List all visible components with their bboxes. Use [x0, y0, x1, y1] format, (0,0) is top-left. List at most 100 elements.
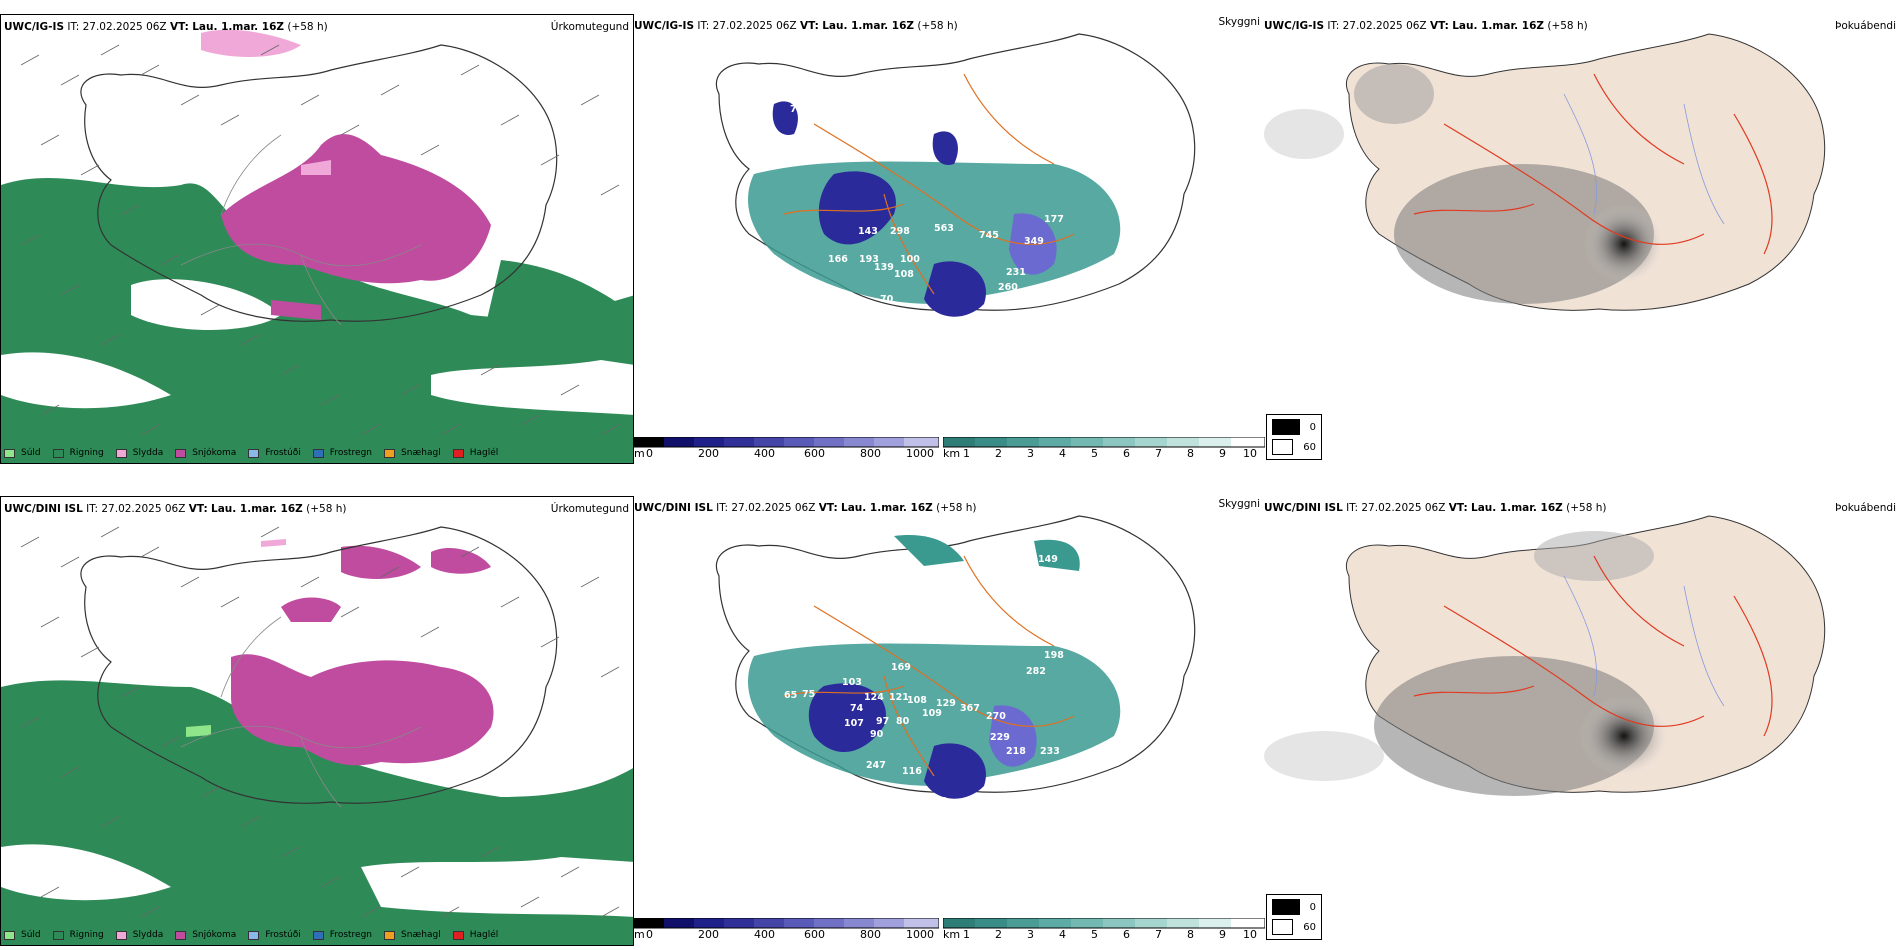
- panel-title-precip-1: Úrkomutegund: [550, 21, 629, 33]
- height-label: 124: [864, 692, 884, 703]
- height-label: 298: [890, 226, 910, 237]
- height-label: 231: [1006, 267, 1026, 278]
- header-1c: UWC/IG-IS IT: 27.02.2025 06Z VT: Lau. 1.…: [1264, 20, 1588, 32]
- height-label: 237: [754, 546, 774, 557]
- tick-label: 600: [804, 447, 825, 460]
- colorbar-vis-1: km 1 2 3 4 5 6 7 8 9 10: [943, 437, 1265, 462]
- legend-swatch: [312, 448, 324, 458]
- tick-label: 7: [1155, 928, 1162, 941]
- tick-label: 800: [860, 928, 881, 941]
- fog-map-2: [1264, 515, 1826, 796]
- fog-legend-2: 0 60: [1266, 894, 1322, 940]
- cloud-map-1: [715, 33, 1196, 317]
- colorbar-vis-2: km 1 2 3 4 5 6 7 8 9 10: [943, 918, 1265, 943]
- legend-swatch: [115, 448, 127, 458]
- tick-label: 600: [804, 928, 825, 941]
- legend-swatch: [115, 930, 127, 940]
- height-label: 100: [900, 254, 920, 265]
- tick-label: 8: [1187, 447, 1194, 460]
- legend-swatch: [52, 448, 64, 458]
- colorbar-unit: m: [634, 447, 645, 460]
- header-1b: UWC/IG-IS IT: 27.02.2025 06Z VT: Lau. 1.…: [634, 20, 958, 32]
- height-label: 97: [876, 716, 890, 727]
- height-label: 282: [1026, 666, 1046, 677]
- height-label: 75: [802, 689, 816, 700]
- height-label: 192: [786, 766, 806, 777]
- height-label: 129: [936, 698, 956, 709]
- legend-swatch: [52, 930, 64, 940]
- height-label: 68: [934, 796, 948, 807]
- panel-title-cloud-1: Skyggni: [1218, 16, 1261, 28]
- height-label: 229: [990, 732, 1010, 743]
- height-label: 90: [870, 729, 884, 740]
- legend-swatch: [1272, 419, 1300, 435]
- height-label: 349: [1024, 236, 1044, 247]
- legend-swatch: [1272, 899, 1300, 915]
- height-label: 149: [1038, 554, 1058, 565]
- height-label: 108: [907, 695, 927, 706]
- tick-label: 8: [1187, 928, 1194, 941]
- height-label: 107: [844, 718, 864, 729]
- tick-label: 5: [1091, 447, 1098, 460]
- height-label: 260: [998, 282, 1018, 293]
- precip-legend-1: Súld Rigning Slydda Snjókoma Frostúði Fr…: [4, 448, 510, 458]
- height-label: 289: [1066, 632, 1086, 643]
- height-label: 222: [1018, 312, 1038, 323]
- height-label: 121: [889, 692, 909, 703]
- legend-swatch: [384, 930, 396, 940]
- tick-label: 1: [963, 447, 970, 460]
- height-label: 40: [904, 344, 918, 355]
- height-label: 139: [874, 262, 894, 273]
- legend-swatch: [248, 930, 260, 940]
- tick-label: 9: [1219, 928, 1226, 941]
- height-label: 218: [1006, 746, 1026, 757]
- tick-label: 6: [1123, 447, 1130, 460]
- fog-legend-1: 0 60: [1266, 414, 1322, 460]
- precip-type-panel-1: UWC/IG-IS IT: 27.02.2025 06Z VT: Lau. 1.…: [0, 14, 634, 464]
- precip-type-panel-2: UWC/DINI ISL IT: 27.02.2025 06Z VT: Lau.…: [0, 496, 634, 946]
- colorbar-height-svg: [634, 437, 939, 448]
- tick-label: 0: [646, 447, 653, 460]
- tick-label: 1000: [906, 447, 934, 460]
- header-2b: UWC/DINI ISL IT: 27.02.2025 06Z VT: Lau.…: [634, 502, 977, 514]
- colorbar-height-svg: [634, 918, 939, 929]
- tick-label: 4: [1059, 928, 1066, 941]
- height-label: 135: [1008, 328, 1028, 339]
- legend-swatch: [1272, 919, 1294, 935]
- legend-swatch: [4, 448, 15, 458]
- height-label: 198: [1044, 650, 1064, 661]
- height-label: 116: [902, 766, 922, 777]
- header-1a: UWC/IG-IS IT: 27.02.2025 06Z VT: Lau. 1.…: [4, 21, 328, 33]
- height-label: 177: [1044, 214, 1064, 225]
- height-label: 80: [896, 716, 910, 727]
- tick-label: 3: [1027, 928, 1034, 941]
- height-label: 34: [934, 816, 948, 827]
- legend-swatch: [384, 448, 396, 458]
- height-label: 33: [904, 812, 918, 823]
- height-label: 65: [784, 690, 798, 701]
- height-labels-2: 237 189 555 149 227 289 198 282 169 103 …: [634, 496, 1264, 836]
- height-label: 247: [866, 760, 886, 771]
- height-label: 227: [952, 573, 972, 584]
- colorbar-vis-svg: [943, 918, 1265, 929]
- legend-swatch: [452, 448, 464, 458]
- tick-label: 400: [754, 928, 775, 941]
- panel-title-precip-2: Úrkomutegund: [550, 503, 629, 515]
- legend-swatch: [175, 930, 187, 940]
- tick-label: 7: [1155, 447, 1162, 460]
- tick-label: 200: [698, 928, 719, 941]
- cloud-map-2: [715, 515, 1196, 799]
- tick-label: 400: [754, 447, 775, 460]
- height-label: 555: [1082, 562, 1102, 573]
- height-label: 270: [986, 711, 1006, 722]
- height-label: 93: [848, 310, 862, 321]
- wind-barbs: [20, 526, 620, 918]
- panel-title-cloud-2: Skyggni: [1218, 498, 1261, 510]
- fog-panel-1: UWC/IG-IS IT: 27.02.2025 06Z VT: Lau. 1.…: [1264, 14, 1900, 464]
- legend-swatch: [175, 448, 187, 458]
- cloud-panel-2: UWC/DINI ISL IT: 27.02.2025 06Z VT: Lau.…: [634, 496, 1264, 946]
- precip-map-2: [1, 526, 633, 945]
- precip-legend-2: Súld Rigning Slydda Snjókoma Frostúði Fr…: [4, 930, 510, 940]
- height-label: 193: [859, 254, 879, 265]
- legend-swatch: [452, 930, 464, 940]
